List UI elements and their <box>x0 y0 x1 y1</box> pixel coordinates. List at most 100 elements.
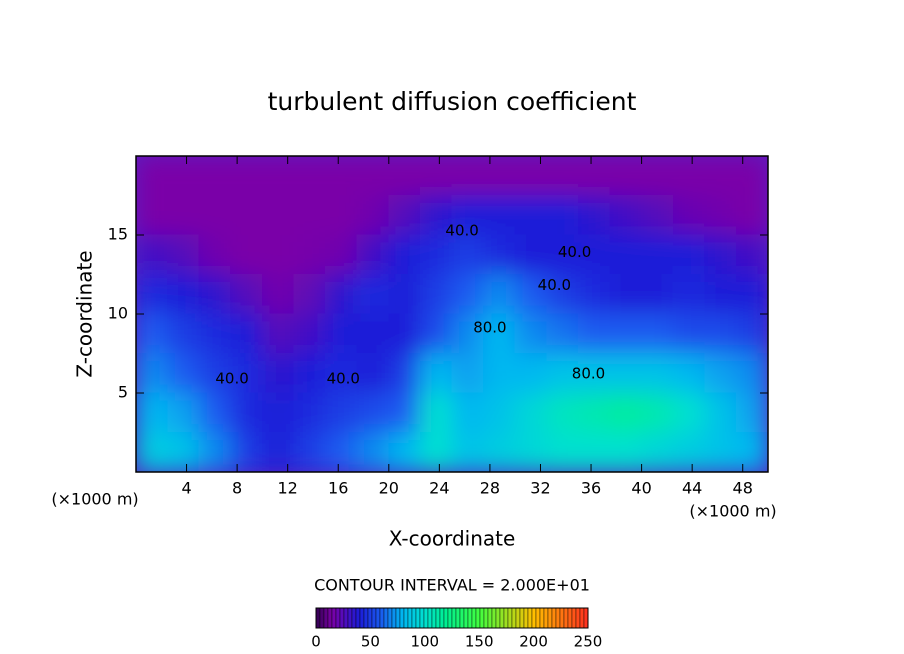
field-cell <box>641 313 674 354</box>
field-cell <box>325 392 358 433</box>
colorbar-swatch <box>495 607 501 629</box>
field-cell <box>735 392 768 433</box>
field-cell <box>735 313 768 354</box>
field-cell <box>419 313 453 354</box>
y-tick-label: 5 <box>118 383 128 402</box>
colorbar-swatch <box>411 607 417 629</box>
field-cell <box>483 313 516 354</box>
chart-title: turbulent diffusion coefficient <box>268 87 637 116</box>
field-cell <box>293 432 327 472</box>
x-tick-label: 44 <box>682 479 702 498</box>
field-cell <box>261 234 295 275</box>
field-cell <box>641 392 674 433</box>
field-cell <box>325 353 358 394</box>
field-cell <box>261 432 295 472</box>
field-cell <box>388 195 421 236</box>
field-cell <box>356 392 390 433</box>
colorbar-frame <box>315 607 589 629</box>
field-cell <box>230 392 263 433</box>
field-cell <box>230 234 263 275</box>
colorbar-swatch <box>423 607 429 629</box>
field-cell <box>672 274 706 315</box>
field-cell <box>609 195 643 236</box>
field-cell <box>704 274 737 315</box>
x-axis-label: X-coordinate <box>389 527 516 551</box>
field-cell <box>167 432 200 472</box>
field-cell <box>672 195 706 236</box>
colorbar-swatch <box>363 607 369 629</box>
field-cell <box>672 156 706 196</box>
field-cell <box>419 353 453 394</box>
colorbar-swatch <box>511 607 517 629</box>
colorbar-swatch <box>343 607 349 629</box>
x-tick-label: 4 <box>181 479 191 498</box>
overlay: 40.0 40.0 40.0 80.0 80.0 40.0 40.0 <box>215 222 605 388</box>
field-cell <box>704 156 737 196</box>
field-cell <box>483 156 516 196</box>
colorbar-swatch <box>559 607 565 629</box>
field-cell <box>388 234 421 275</box>
field-cell <box>388 432 421 472</box>
field-cell <box>451 353 485 394</box>
field-cell <box>136 353 169 394</box>
field-cell <box>167 313 200 354</box>
colorbar-swatch <box>439 607 445 629</box>
field-cell <box>356 353 390 394</box>
colorbar-swatch <box>463 607 469 629</box>
subtitle: CONTOUR INTERVAL = 2.000E+01 <box>314 576 590 595</box>
contour-label: 40.0 <box>558 243 591 261</box>
colorbar-swatch <box>483 607 489 629</box>
field-cell <box>388 313 421 354</box>
field-cell <box>167 392 200 433</box>
field-cell <box>451 392 485 433</box>
field-cell <box>577 234 611 275</box>
y-tick-label: 10 <box>108 304 128 323</box>
field-cell <box>451 274 485 315</box>
field-cell <box>704 392 737 433</box>
field-cell <box>641 274 674 315</box>
field-cell <box>483 274 516 315</box>
field-cell <box>136 392 169 433</box>
field-cell <box>136 156 169 196</box>
colorbar-swatch <box>331 607 337 629</box>
field-cell <box>136 313 169 354</box>
field-cell <box>388 156 421 196</box>
colorbar-swatch <box>551 607 557 629</box>
field-cell <box>167 353 200 394</box>
colorbar-swatch <box>323 607 329 629</box>
field-cell <box>514 432 548 472</box>
field-cell <box>293 274 327 315</box>
field-cell <box>641 432 674 472</box>
x-tick-label: 48 <box>733 479 753 498</box>
field-cell <box>198 313 232 354</box>
field-cell <box>293 392 327 433</box>
field-cell <box>483 353 516 394</box>
field-cell <box>672 392 706 433</box>
colorbar-swatch <box>375 607 381 629</box>
field-cell <box>735 274 768 315</box>
field-cell <box>356 234 390 275</box>
field-cell <box>388 353 421 394</box>
colorbar-swatch <box>515 607 521 629</box>
field-cell <box>419 195 453 236</box>
colorbar-tick-label: 100 <box>410 633 439 651</box>
field-cell <box>419 392 453 433</box>
field-cell <box>261 274 295 315</box>
x-tick-label: 40 <box>631 479 651 498</box>
colorbar-swatch <box>407 607 413 629</box>
field-cell <box>261 195 295 236</box>
x-tick-label: 8 <box>232 479 242 498</box>
field-cell <box>704 432 737 472</box>
colorbar-swatch <box>399 607 405 629</box>
field-cell <box>198 432 232 472</box>
field-cell <box>577 156 611 196</box>
field-cell <box>356 274 390 315</box>
field-cell <box>514 274 548 315</box>
colorbar-swatch <box>579 607 585 629</box>
field-cell <box>419 234 453 275</box>
field-cell <box>325 195 358 236</box>
field <box>136 156 768 472</box>
field-cell <box>577 392 611 433</box>
colorbar-swatch <box>523 607 529 629</box>
